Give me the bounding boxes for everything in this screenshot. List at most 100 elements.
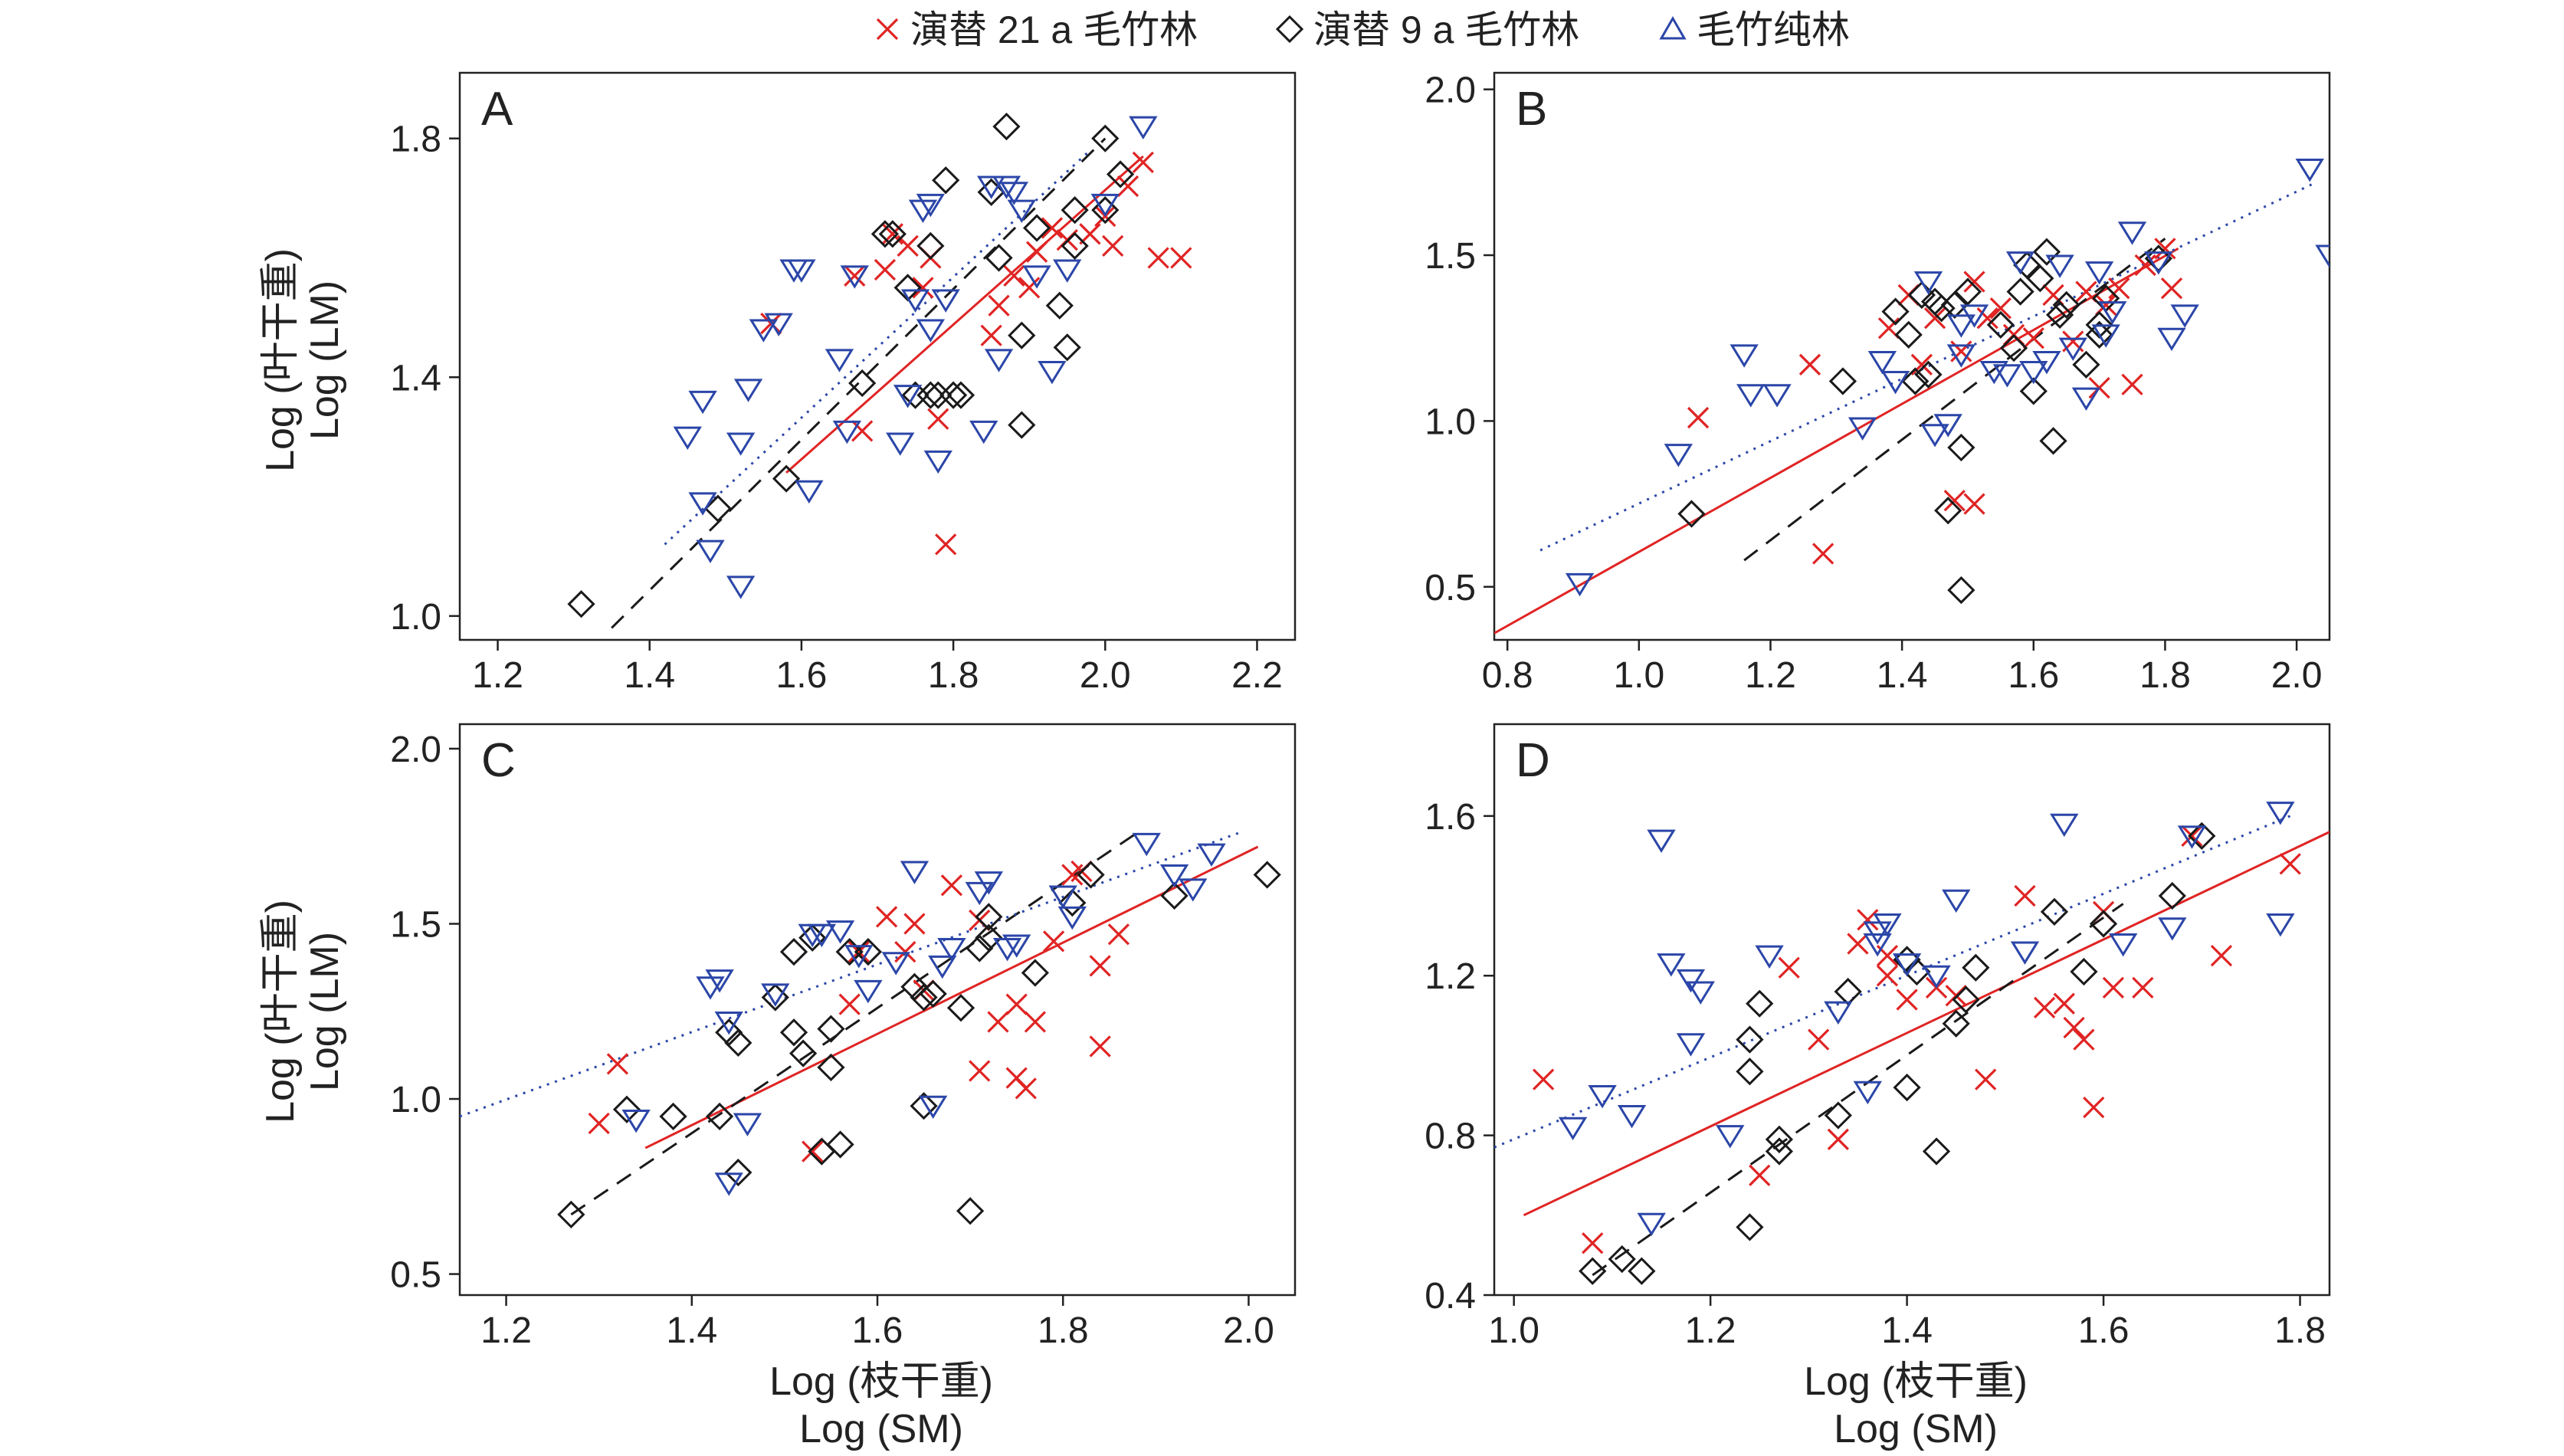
point-pure — [1565, 572, 1595, 597]
point-s21 — [1896, 989, 1918, 1011]
fit-line-s21 — [1494, 248, 2179, 635]
point-s21 — [927, 408, 949, 430]
x-tick-label: 1.6 — [776, 655, 828, 696]
point-s21 — [1582, 1232, 1604, 1254]
point-s21 — [1989, 297, 2012, 320]
point-s9 — [1091, 124, 1120, 152]
point-s21 — [1003, 264, 1025, 287]
point-s9 — [567, 590, 595, 618]
point-pure — [1657, 953, 1686, 977]
point-pure — [1022, 265, 1051, 289]
y-tick-label: 2.0 — [1425, 71, 1476, 111]
x-tick-label: 1.8 — [2274, 1310, 2326, 1351]
point-s9 — [2026, 264, 2054, 293]
point-s21 — [1778, 956, 1800, 979]
y-tick-label: 1.0 — [390, 1080, 441, 1120]
y-axis-title-cn: Log (叶干重) — [258, 248, 303, 472]
x-tick-label: 1.6 — [852, 1310, 903, 1351]
fit-lines — [1494, 181, 2317, 635]
point-pure — [840, 265, 869, 289]
point-pure — [1558, 1117, 1588, 1141]
point-s9 — [1824, 1101, 1852, 1130]
x-tick-label: 1.6 — [2078, 1310, 2130, 1351]
x-tick-label: 1.4 — [1881, 1310, 1933, 1351]
point-pure — [2266, 913, 2295, 937]
point-pure — [1686, 981, 1715, 1005]
point-s9 — [932, 166, 960, 195]
point-pure — [854, 979, 883, 1004]
point-s21 — [1808, 1028, 1830, 1051]
y-tick-label: 2.0 — [390, 730, 441, 770]
point-pure — [2032, 350, 2061, 375]
fit-lines — [611, 137, 1144, 629]
y-axis-title-cn: Log (叶干重) — [258, 900, 303, 1123]
x-tick-label: 1.2 — [472, 655, 523, 696]
x-tick-label: 1.2 — [1685, 1310, 1736, 1351]
point-s21 — [848, 940, 870, 963]
point-s21 — [1749, 1164, 1771, 1186]
point-s9 — [1091, 196, 1120, 225]
point-s21 — [844, 264, 866, 287]
point-pure — [881, 952, 910, 976]
point-s9 — [2032, 238, 2061, 266]
y-tick-label: 1.4 — [390, 358, 441, 398]
point-s9 — [1736, 1213, 1764, 1241]
point-pure — [2091, 324, 2120, 348]
fit-line-s21 — [1523, 831, 2330, 1217]
point-pure — [761, 983, 790, 1007]
x-tick-label: 1.2 — [1745, 655, 1796, 696]
point-pure — [726, 576, 756, 599]
point-pure — [749, 319, 779, 343]
point-s9 — [1022, 214, 1051, 242]
point-pure — [1946, 314, 1976, 338]
x-tick-label: 1.6 — [2008, 655, 2059, 696]
point-pure — [2170, 304, 2199, 328]
axis-titles: Log (叶干重) Log (LM) Log (叶干重) Log (LM) Lo… — [258, 248, 2028, 1451]
data-points — [567, 112, 1192, 618]
point-pure — [1053, 259, 1082, 283]
point-pure — [937, 938, 966, 962]
point-pure — [1824, 1001, 1853, 1025]
point-pure — [726, 432, 756, 456]
point-s21 — [1042, 930, 1065, 953]
point-pure — [2144, 251, 2173, 275]
point-pure — [2045, 254, 2074, 278]
point-s9 — [1947, 576, 1975, 605]
y-tick-label: 1.0 — [390, 597, 441, 638]
point-s9 — [2158, 881, 2186, 910]
point-s9 — [1828, 367, 1857, 395]
y-tick-label: 1.0 — [1425, 402, 1476, 442]
point-s9 — [779, 937, 808, 966]
data-points — [1532, 802, 2301, 1285]
point-s21 — [912, 277, 934, 299]
point-pure — [1617, 1105, 1647, 1129]
legend-label: 演替 9 a 毛竹林 — [1313, 8, 1579, 51]
point-pure — [825, 920, 855, 944]
legend-label: 毛竹纯林 — [1697, 8, 1850, 51]
point-pure — [2157, 327, 2186, 352]
panel-label: D — [1516, 734, 1550, 787]
point-s9 — [835, 937, 864, 966]
point-pure — [1853, 1081, 1882, 1105]
point-s9 — [1894, 320, 1923, 349]
panel-a: A 1.2 1.4 1.6 1.8 2.0 2.2 1.0 1.4 1.8 — [390, 71, 1297, 696]
point-pure — [1197, 843, 1226, 867]
point-s21 — [802, 1140, 824, 1163]
point-pure — [714, 1172, 743, 1196]
point-s9 — [1160, 881, 1189, 910]
point-s21 — [2063, 1016, 2085, 1039]
plot-frame — [1493, 723, 2331, 1297]
point-pure — [1762, 384, 1792, 408]
point-pure — [1848, 417, 1877, 441]
point-s21 — [988, 294, 1010, 316]
y-axis-title-bottom: Log (叶干重) Log (LM) — [258, 900, 347, 1123]
x-tick-label: 0.8 — [1482, 655, 1533, 696]
point-s9 — [1893, 1073, 1921, 1102]
point-s9 — [1628, 1257, 1656, 1285]
point-pure — [688, 492, 717, 516]
point-pure — [1736, 384, 1766, 408]
point-pure — [918, 1095, 948, 1120]
point-s9 — [2089, 910, 2118, 938]
point-pure — [1057, 906, 1087, 930]
legend-marker-s21 — [876, 18, 899, 41]
